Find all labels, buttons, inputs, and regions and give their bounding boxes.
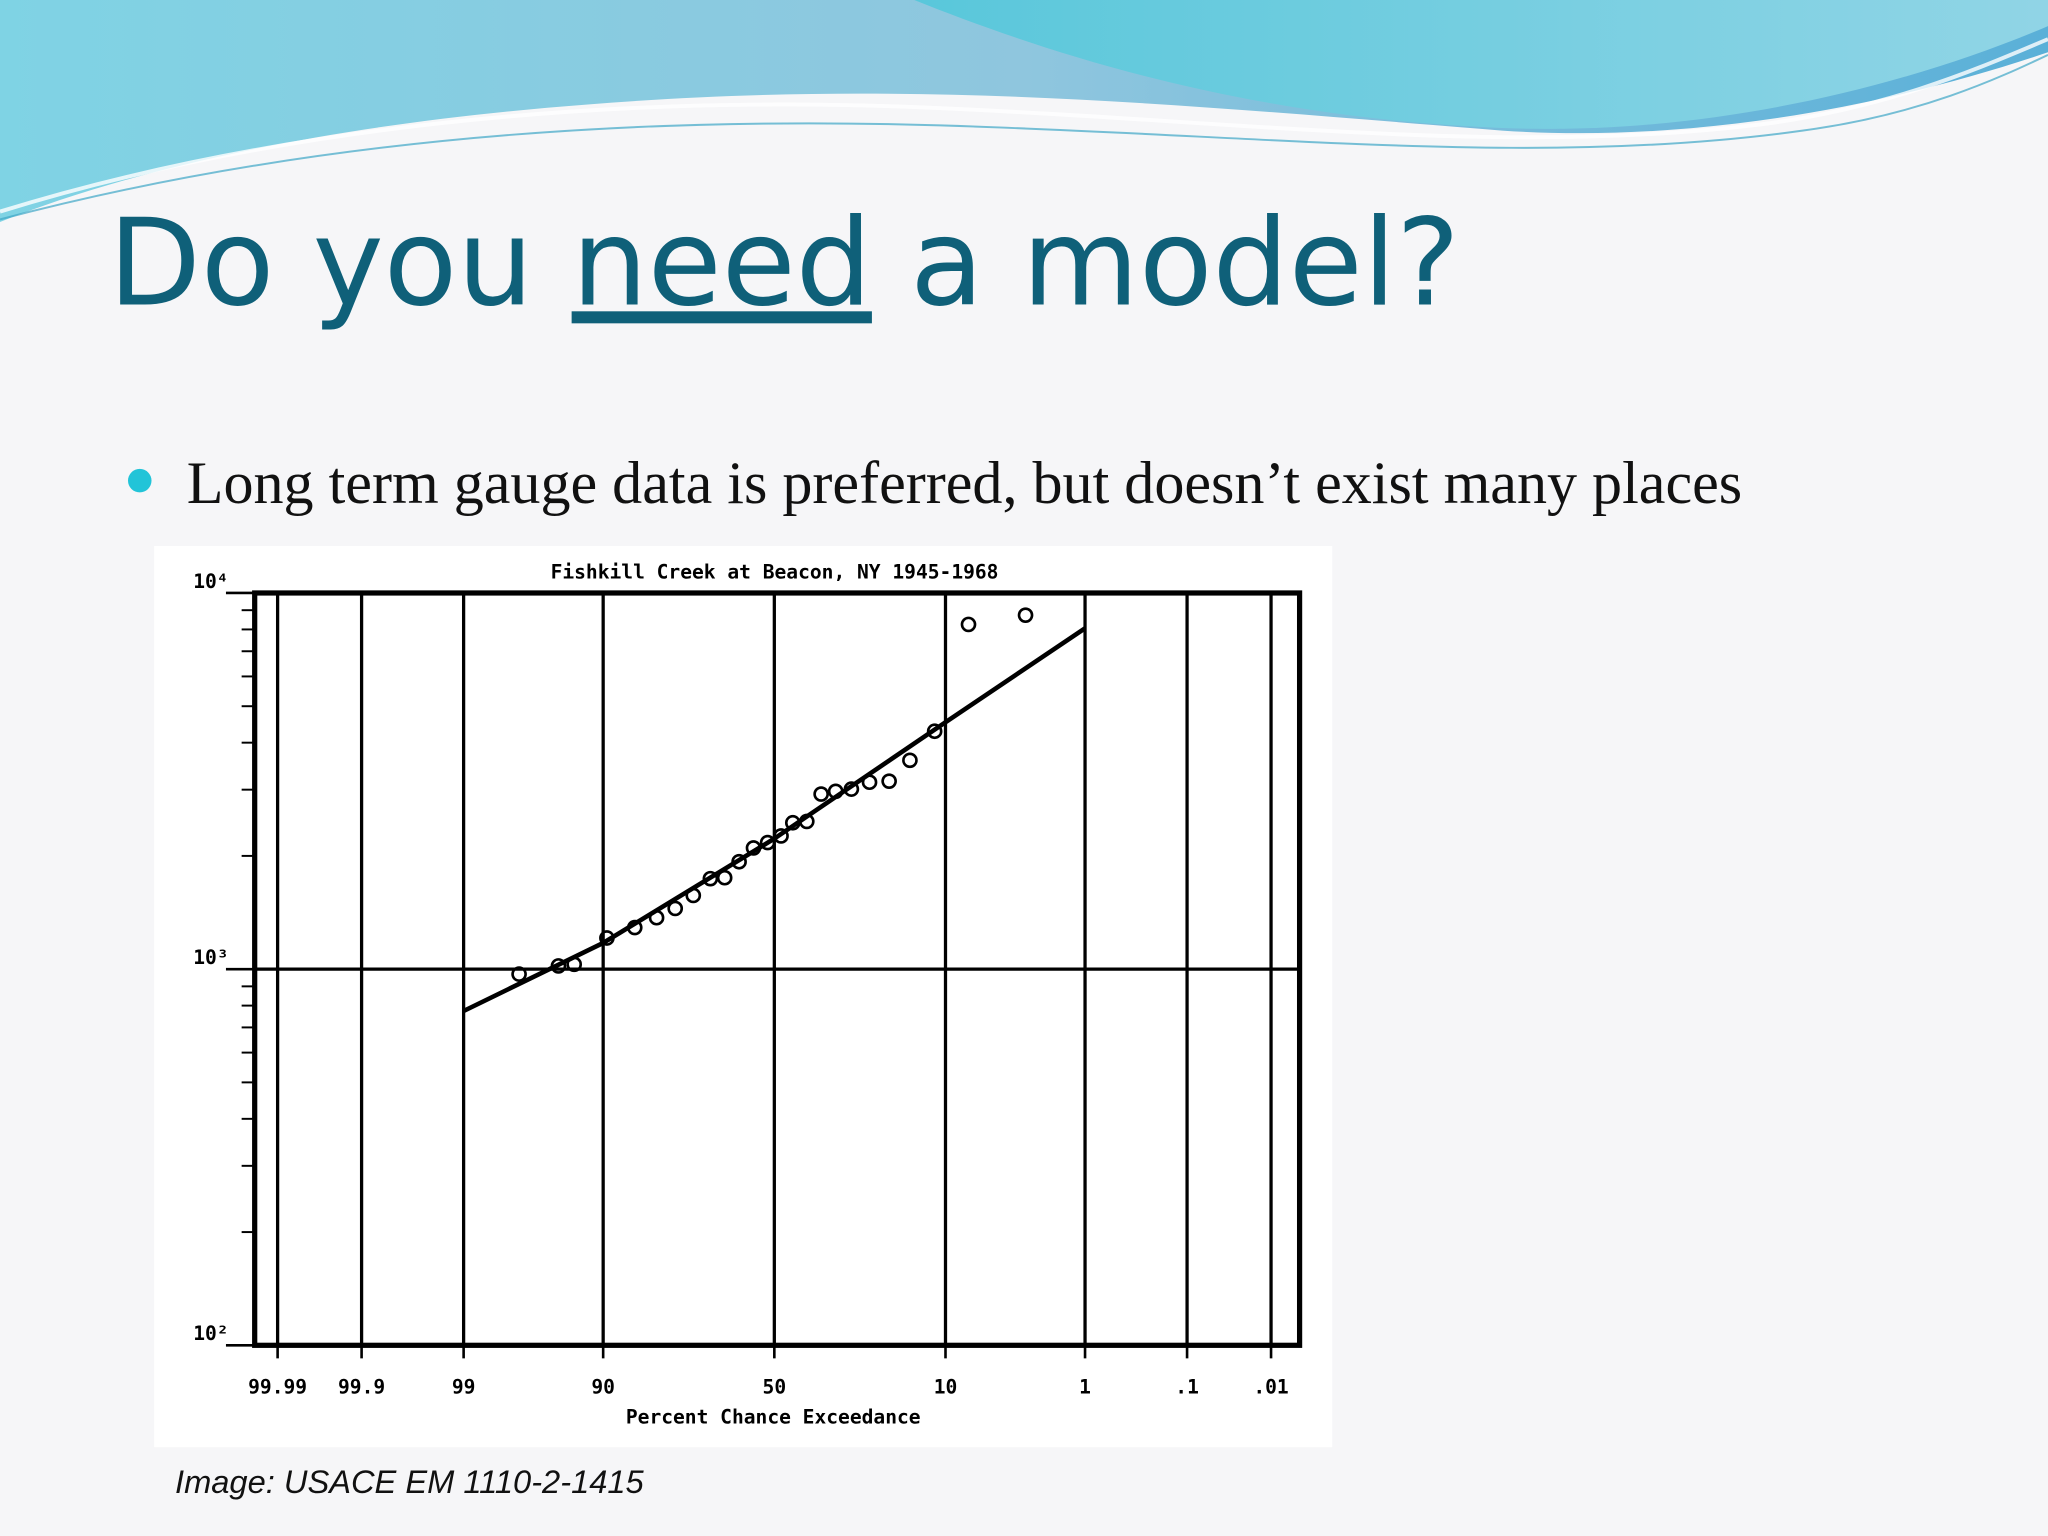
data-point — [1017, 607, 1034, 624]
header-wave-accent — [914, 0, 2048, 129]
chart-background — [154, 545, 1333, 1448]
data-point — [813, 786, 829, 802]
data-point — [902, 752, 918, 769]
chart: Fishkill Creek at Beacon, NY 1945-1968 Pe… — [193, 561, 1303, 1429]
fit-line — [462, 626, 1087, 1014]
data-point — [511, 966, 527, 982]
title-part: Do you — [108, 193, 533, 333]
data-point — [926, 723, 943, 740]
data-point — [667, 900, 684, 917]
y-tick-label: 10³ — [193, 946, 228, 969]
plot-frame — [252, 590, 1303, 1348]
chart-title: Fishkill Creek at Beacon, NY 1945-1968 — [551, 561, 999, 584]
data-point — [759, 834, 776, 851]
data-point — [960, 616, 977, 633]
title-part: a model? — [910, 193, 1460, 333]
caption: Image: USACE EM 1110-2-1415 — [175, 1463, 645, 1500]
x-tick-label: 50 — [763, 1376, 787, 1399]
header-line — [0, 53, 2048, 221]
x-tick-label: 10 — [934, 1376, 958, 1399]
x-tick-label: .01 — [1253, 1376, 1288, 1399]
x-tick-label: 99 — [452, 1376, 476, 1399]
header-line — [0, 37, 2048, 214]
y-tick-label: 10⁴ — [193, 570, 228, 593]
x-tick-label: .1 — [1175, 1376, 1199, 1399]
x-axis-label: Percent Chance Exceedance — [626, 1406, 921, 1429]
x-tick-label: 99.9 — [338, 1376, 385, 1399]
x-tick-label: 99.99 — [248, 1376, 307, 1399]
title-emphasis: need — [572, 193, 872, 333]
bullet-text: Long term gauge data is preferred, but d… — [187, 449, 1742, 516]
x-tick-label: 1 — [1079, 1376, 1091, 1399]
data-point — [881, 773, 897, 790]
x-tick-label: 90 — [591, 1376, 615, 1399]
bullet-dot — [128, 468, 152, 493]
y-tick-label: 10² — [193, 1322, 228, 1345]
slide-title: Do you need a model? — [108, 193, 1459, 333]
